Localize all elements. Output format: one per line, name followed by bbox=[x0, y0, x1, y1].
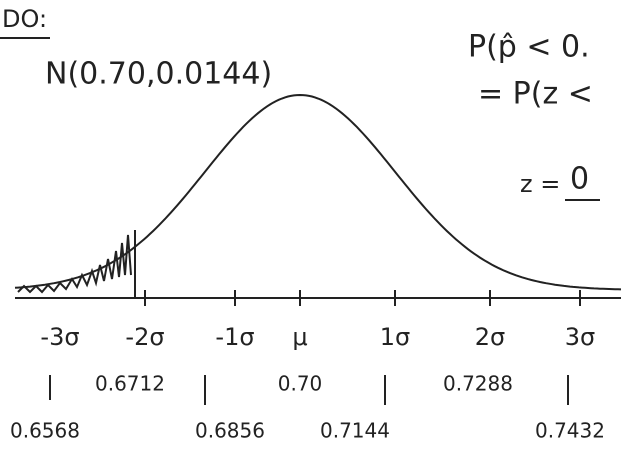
work-line: z = bbox=[520, 170, 560, 198]
sigma-label: -1σ bbox=[215, 323, 254, 351]
sigma-label: 1σ bbox=[380, 323, 410, 351]
value-label: 0.7432 bbox=[535, 419, 605, 443]
sigma-label: μ bbox=[292, 323, 307, 351]
value-label: 0.7144 bbox=[320, 419, 390, 443]
value-label: 0.6568 bbox=[10, 419, 80, 443]
work-line: P(p̂ < 0. bbox=[468, 30, 590, 65]
value-label: 0.7288 bbox=[443, 372, 513, 396]
normal-curve bbox=[14, 93, 621, 291]
ticks bbox=[144, 290, 581, 306]
sigma-label: -2σ bbox=[125, 323, 164, 351]
sigma-label: 3σ bbox=[565, 323, 595, 351]
sigma-label: -3σ bbox=[40, 323, 79, 351]
heading: DO: bbox=[2, 5, 47, 33]
shaded-region bbox=[17, 234, 132, 294]
work-line: = P(z < bbox=[478, 77, 593, 112]
sigma-label: 2σ bbox=[475, 323, 505, 351]
axis-labels: -3σ -2σ -1σ μ 1σ 2σ 3σ 0.6712 0.70 0.7288 0.6568 0.… bbox=[10, 323, 605, 443]
value-label: 0.6712 bbox=[95, 372, 165, 396]
work-blank: 0 bbox=[570, 162, 589, 197]
distribution: N(0.70,0.0144) bbox=[45, 57, 272, 92]
separators bbox=[49, 375, 569, 405]
value-label: 0.70 bbox=[278, 372, 323, 396]
value-label: 0.6856 bbox=[195, 419, 265, 443]
